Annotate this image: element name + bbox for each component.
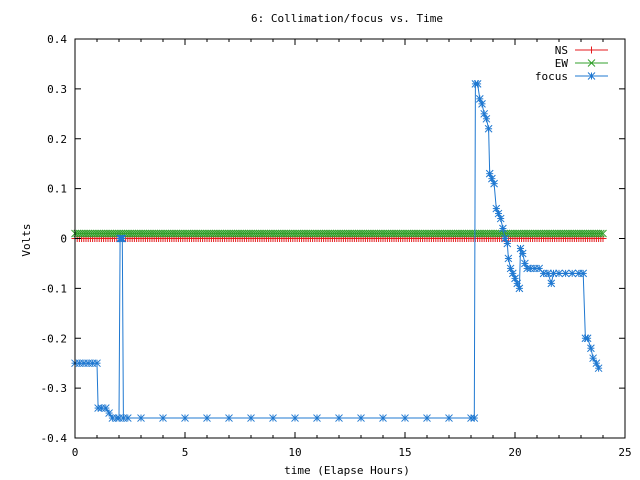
y-tick-label: -0.3 (41, 382, 68, 395)
data-point-focus (544, 269, 552, 278)
x-tick-label: 20 (508, 446, 521, 459)
data-point-focus (247, 414, 255, 422)
y-tick-label: 0.3 (47, 83, 67, 96)
axes: 0 5 10 15 20 25 -0.4 -0.3 -0.2 -0.1 0 0.1 0.2 0.3 0.4 (41, 33, 632, 459)
data-point-focus (357, 414, 365, 422)
y-tick-label: 0.2 (47, 133, 67, 146)
y-tick-label: 0 (60, 233, 67, 246)
x-tick-label: 25 (618, 446, 631, 459)
data-point-focus (470, 414, 479, 422)
data-point-focus (105, 409, 113, 417)
data-point-focus (547, 279, 556, 288)
x-tick-label: 0 (72, 446, 79, 459)
data-point-focus (101, 404, 110, 412)
data-point-focus (503, 239, 512, 248)
data-point-focus (482, 114, 491, 123)
data-point-focus (478, 99, 486, 108)
data-point-focus (587, 344, 595, 353)
legend-label-ew: EW (555, 57, 569, 70)
x-tick-label: 15 (398, 446, 411, 459)
legend-marker-ew (587, 59, 596, 67)
data-point-focus (423, 414, 431, 422)
data-point-focus (568, 269, 577, 278)
data-point-focus (445, 414, 453, 422)
data-point-focus (118, 234, 127, 243)
data-point-focus (137, 414, 145, 422)
data-point-focus (401, 414, 409, 422)
data-point-focus (269, 414, 277, 422)
data-point-focus (579, 269, 588, 278)
data-point-ew (599, 229, 607, 238)
y-axis-label: Volts (20, 223, 33, 256)
y-tick-label: -0.2 (41, 332, 68, 345)
data-point-focus (313, 414, 321, 422)
data-point-focus (589, 354, 597, 363)
data-point-focus (490, 179, 498, 188)
data-point-focus (203, 414, 211, 422)
plot-area (71, 80, 607, 422)
data-point-focus (335, 414, 343, 422)
data-point-focus (473, 80, 482, 88)
data-point-focus (504, 254, 513, 263)
data-point-focus (291, 414, 299, 422)
legend-label-ns: NS (555, 44, 568, 57)
data-point-focus (594, 364, 603, 373)
data-point-focus (583, 334, 592, 343)
data-point-focus (484, 124, 493, 133)
data-point-focus (225, 414, 233, 422)
data-point-focus (499, 224, 507, 233)
y-tick-label: 0.4 (47, 33, 67, 46)
y-tick-label: -0.4 (41, 432, 68, 445)
data-point-focus (123, 414, 132, 422)
data-point-focus (496, 214, 505, 223)
data-point-focus (555, 269, 563, 278)
chart-title: 6: Collimation/focus vs. Time (251, 12, 443, 25)
x-tick-label: 10 (288, 446, 301, 459)
y-tick-label: -0.1 (41, 282, 68, 295)
data-point-focus (515, 284, 524, 293)
data-point-focus (159, 414, 167, 422)
legend-label-focus: focus (535, 70, 568, 83)
data-point-ew (596, 229, 605, 238)
x-tick-label: 5 (182, 446, 189, 459)
data-point-focus (181, 414, 189, 422)
y-tick-label: 0.1 (47, 183, 67, 196)
data-point-focus (93, 359, 101, 368)
legend-marker-ns (588, 46, 595, 54)
data-point-focus (518, 249, 527, 258)
data-point-focus (561, 269, 570, 278)
x-axis-label: time (Elapse Hours) (284, 464, 410, 477)
data-point-focus (379, 414, 387, 422)
legend-marker-focus (587, 72, 596, 80)
